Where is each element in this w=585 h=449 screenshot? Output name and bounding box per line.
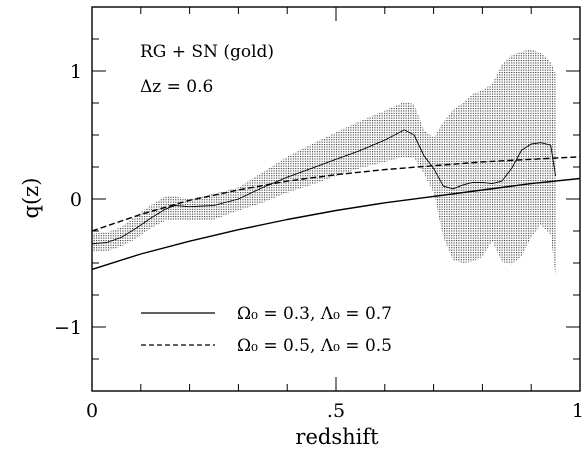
- annotation-delta-z: Δz = 0.6: [140, 77, 213, 97]
- model-line-omega03-lambda07: [91, 177, 581, 271]
- x-tick-label: .5: [327, 400, 345, 422]
- y-tick-labels: −1 0 1: [54, 61, 82, 339]
- y-tick-label: −1: [54, 317, 82, 339]
- x-tick-label: 0: [86, 400, 98, 422]
- x-tick-label: 1: [572, 400, 584, 422]
- reconstructed-q-line: [91, 129, 557, 245]
- y-tick-label: 1: [70, 61, 82, 83]
- confidence-band-layer: [92, 49, 556, 276]
- legend-label-dashed: Ω₀ = 0.5, Λ₀ = 0.5: [237, 336, 392, 356]
- tick-layer: [91, 6, 581, 392]
- y-tick-label: 0: [70, 189, 82, 211]
- legend-label-solid: Ω₀ = 0.3, Λ₀ = 0.7: [237, 304, 392, 324]
- series-layer: [91, 129, 581, 271]
- model-line-omega05-lambda05: [91, 156, 581, 232]
- confidence-band: [92, 49, 556, 276]
- x-tick-labels: 0.5 1: [86, 400, 584, 422]
- x-axis-title: redshift: [295, 425, 379, 449]
- legend: Ω₀ = 0.3, Λ₀ = 0.7 Ω₀ = 0.5, Λ₀ = 0.5: [141, 304, 392, 356]
- y-axis-title: q(z): [19, 178, 43, 219]
- annotation-dataset: RG + SN (gold): [140, 42, 274, 62]
